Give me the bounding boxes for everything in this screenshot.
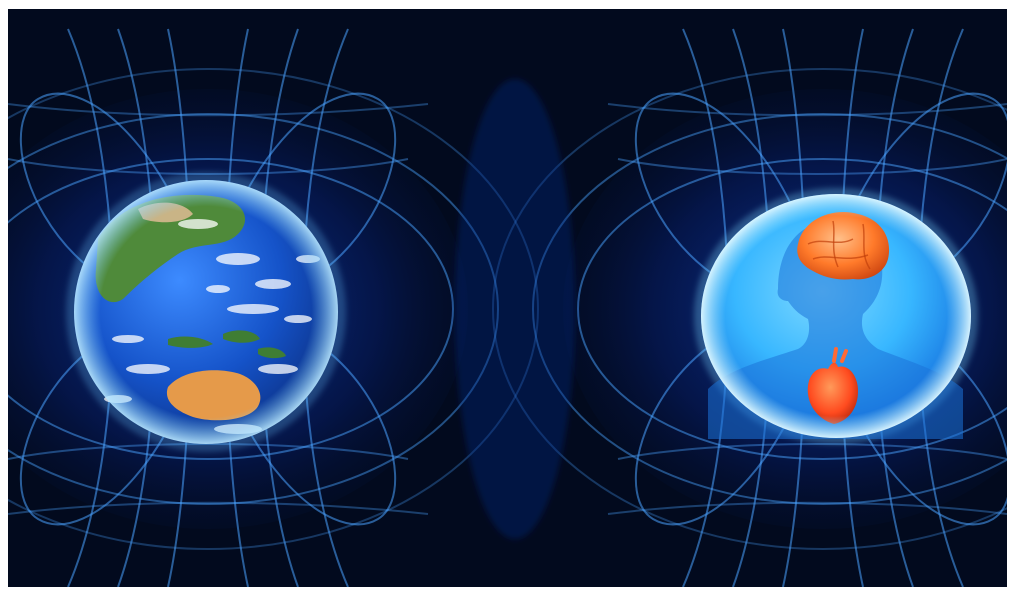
magnetic-field-illustration bbox=[8, 28, 1007, 587]
image-frame bbox=[8, 9, 1007, 587]
bubble-rim bbox=[701, 194, 971, 438]
earth-globe bbox=[66, 172, 346, 452]
earth-atmosphere-rim bbox=[74, 180, 338, 444]
human-bubble bbox=[694, 188, 978, 444]
center-overlap-glow bbox=[455, 79, 575, 539]
